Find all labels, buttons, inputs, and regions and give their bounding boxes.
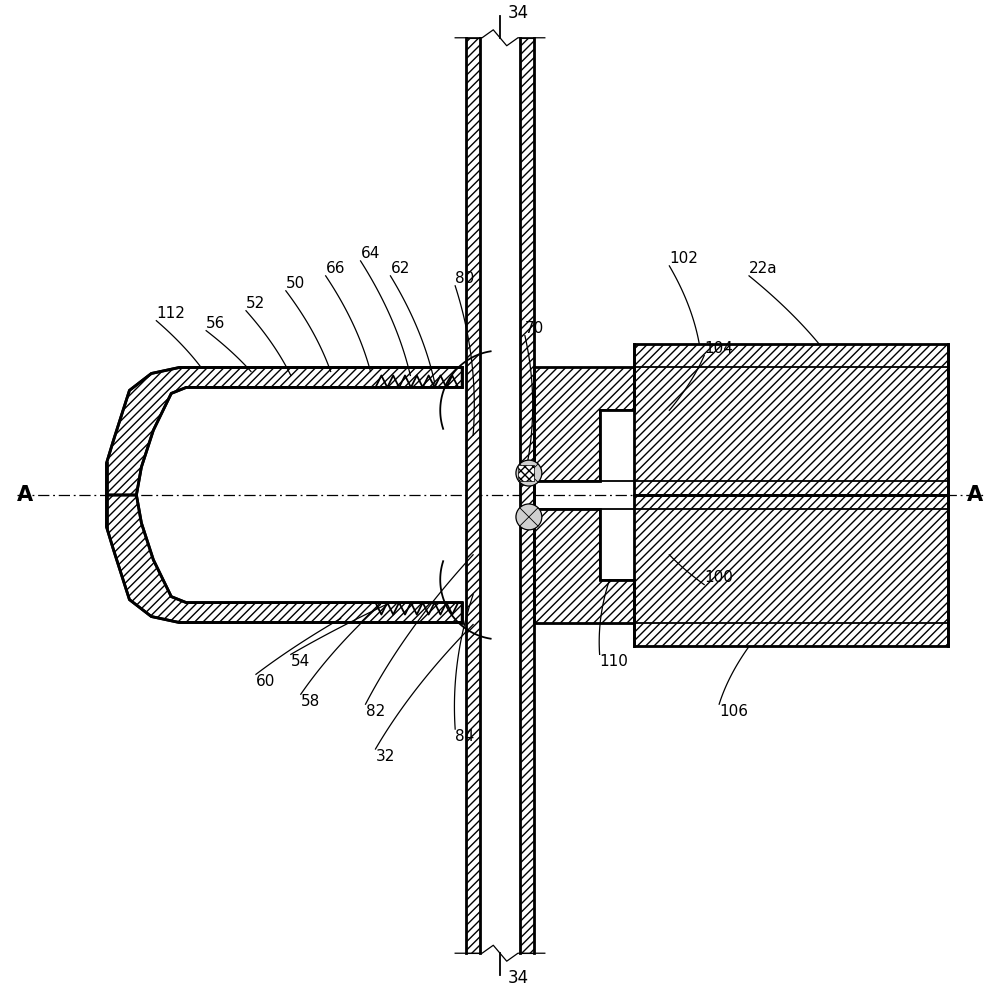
Circle shape <box>516 460 542 486</box>
Polygon shape <box>107 368 462 495</box>
Text: 58: 58 <box>301 695 320 710</box>
Text: 70: 70 <box>525 321 544 336</box>
Text: 32: 32 <box>375 749 395 764</box>
Text: 104: 104 <box>704 341 733 356</box>
Text: 50: 50 <box>286 275 305 290</box>
Circle shape <box>516 504 542 530</box>
Text: 102: 102 <box>669 251 698 266</box>
Text: 54: 54 <box>291 654 310 669</box>
Polygon shape <box>634 344 948 495</box>
Text: 84: 84 <box>455 729 474 744</box>
Text: A: A <box>17 485 33 505</box>
Polygon shape <box>520 38 534 953</box>
Text: 56: 56 <box>206 316 226 331</box>
Text: 100: 100 <box>704 570 733 585</box>
Polygon shape <box>466 38 480 953</box>
Polygon shape <box>107 495 462 622</box>
Text: 106: 106 <box>719 705 748 719</box>
Polygon shape <box>634 495 948 646</box>
Polygon shape <box>518 465 534 481</box>
Text: A: A <box>967 485 983 505</box>
Text: 34: 34 <box>508 4 529 22</box>
Text: 62: 62 <box>390 261 410 275</box>
Text: 82: 82 <box>366 705 385 719</box>
Text: 80: 80 <box>455 271 474 285</box>
Text: 112: 112 <box>156 305 185 321</box>
Text: 22a: 22a <box>749 261 778 275</box>
Text: 60: 60 <box>256 674 275 690</box>
Polygon shape <box>534 495 634 622</box>
Text: 64: 64 <box>361 246 380 261</box>
Text: 52: 52 <box>246 295 265 311</box>
Polygon shape <box>534 368 634 495</box>
Text: 110: 110 <box>600 654 628 669</box>
Text: 66: 66 <box>326 261 345 275</box>
Text: 34: 34 <box>508 969 529 987</box>
